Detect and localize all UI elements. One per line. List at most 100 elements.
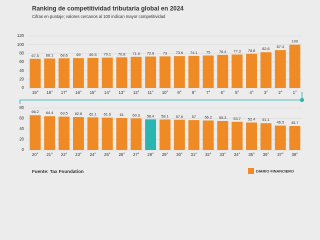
bar [274,50,286,88]
bar [29,115,41,150]
value-label: 45.7 [291,121,298,125]
x-tick-label: 11° [148,90,154,95]
y-tick-label: 80 [19,105,24,110]
y-tick-label: 100 [17,42,25,47]
x-tick-label: 20° [32,152,39,157]
x-tick-label: 29° [162,152,169,157]
value-label: 53.7 [233,117,240,121]
x-tick-label: 26° [119,152,126,157]
x-tick-label: 7° [206,90,210,95]
value-label: 58.1 [161,114,168,118]
bar [72,58,84,88]
value-label: 58.4 [147,114,154,118]
value-label: 60.3 [132,113,139,117]
value-label: 70.1 [104,53,111,57]
x-tick-label: 25° [104,152,111,157]
x-tick-label: 36° [263,152,270,157]
x-tick-label: 34° [234,152,241,157]
x-tick-label: 37° [277,152,284,157]
bar [159,119,171,150]
x-tick-label: 9° [177,90,181,95]
value-label: 67.5 [32,54,39,58]
bar [159,56,171,88]
bar [188,55,200,88]
title: Ranking de competitividad tributaria glo… [32,6,184,13]
x-tick-label: 32° [205,152,212,157]
chart-page: Ranking de competitividad tributaria glo… [17,6,304,174]
bar [145,56,157,88]
value-label: 100 [292,40,298,44]
value-label: 72.6 [147,52,154,56]
y-tick-label: 80 [19,50,24,55]
bar [87,117,99,150]
bar [44,116,56,150]
x-tick-label: 6° [221,90,225,95]
value-label: 62.8 [75,112,82,116]
x-tick-label: 16° [75,90,82,95]
x-tick-label: 23° [75,152,82,157]
y-tick-label: 0 [22,147,25,152]
bar [217,120,229,150]
bar [274,125,286,150]
y-tick-label: 60 [19,59,24,64]
y-tick-label: 120 [17,33,25,38]
value-label: 68.1 [46,53,53,57]
bar [260,52,272,88]
bar [116,117,128,150]
value-label: 52.4 [248,117,255,121]
value-label: 56.2 [205,115,212,119]
value-label: 71.9 [132,52,139,56]
bar [202,55,214,88]
bar [202,120,214,150]
source: Fuente: Tax Foundation [32,169,84,174]
x-tick-label: 22° [61,152,68,157]
x-tick-label: 19° [32,90,39,95]
value-label: 69 [76,53,80,57]
value-label: 64.4 [46,111,53,115]
value-label: 73 [163,51,167,55]
value-label: 61.6 [104,113,111,117]
x-tick-label: 15° [90,90,97,95]
bar [101,57,113,88]
x-tick-label: 17° [61,90,68,95]
y-tick-label: 20 [19,76,24,81]
bar [58,116,70,150]
x-tick-label: 1° [293,90,297,95]
x-tick-label: 8° [192,90,196,95]
bar [87,57,99,88]
value-label: 66.2 [32,110,39,114]
value-label: 82.6 [262,47,269,51]
bar [217,54,229,88]
x-tick-label: 21° [46,152,53,157]
y-tick-label: 40 [19,126,24,131]
bar [101,117,113,150]
value-label: 76.4 [219,50,226,54]
value-label: 68.6 [60,53,67,57]
value-label: 69.5 [89,53,96,57]
y-tick-label: 20 [19,137,24,142]
value-label: 46.5 [277,121,284,125]
value-label: 61 [120,113,124,117]
bar [231,121,243,150]
value-label: 63.5 [60,112,67,116]
x-tick-label: 3° [264,90,268,95]
value-label: 87.4 [277,45,284,49]
bar [130,118,142,150]
x-tick-label: 31° [191,152,198,157]
connector-dot [300,98,304,102]
x-tick-label: 12° [133,90,140,95]
connector [19,92,303,104]
y-tick-label: 40 [19,68,24,73]
bar [260,123,272,150]
bar [116,57,128,88]
y-tick-label: 60 [19,116,24,121]
bar [145,119,157,150]
bar [173,119,185,150]
x-tick-label: 18° [46,90,53,95]
bar [289,126,301,150]
value-label: 51.1 [262,118,269,122]
x-tick-label: 38° [292,152,299,157]
x-tick-label: 28° [147,152,154,157]
value-label: 70.8 [118,52,125,56]
value-label: 62.1 [89,112,96,116]
